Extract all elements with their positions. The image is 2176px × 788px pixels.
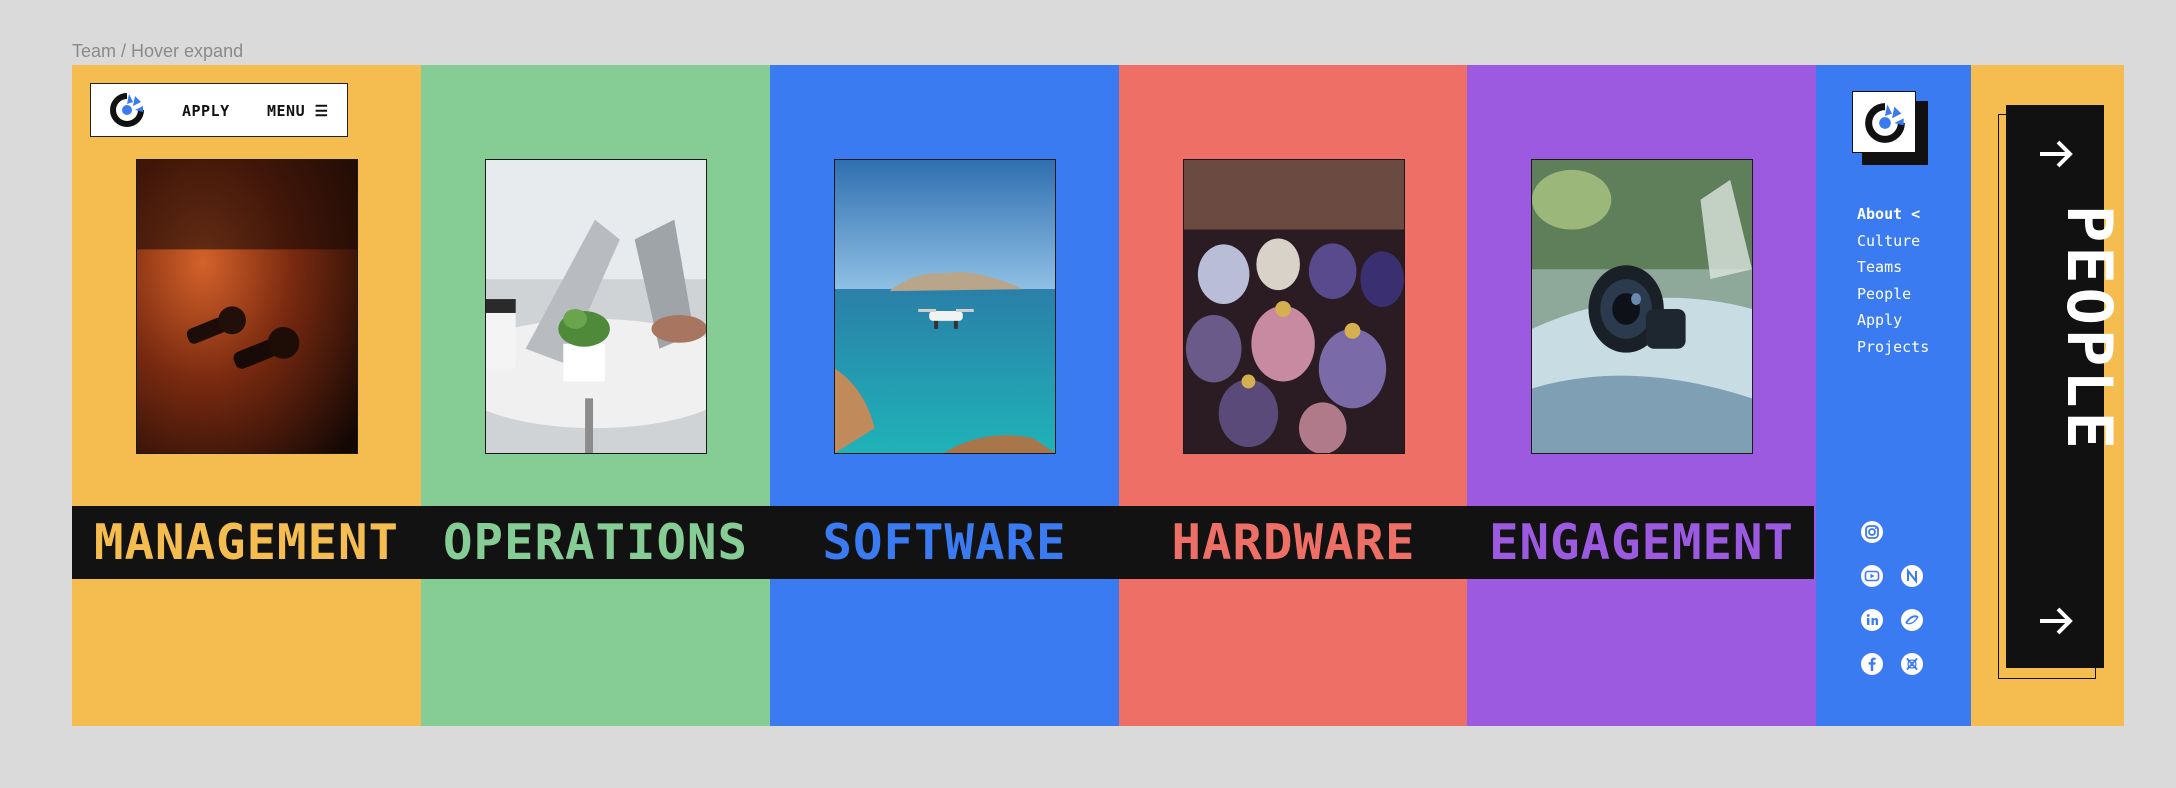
team-hover-frame: APPLY MENU ☰ — [72, 65, 2126, 726]
brand-logo-icon — [1865, 103, 1905, 143]
frame-label: Team / Hover expand — [72, 41, 244, 61]
youtube-icon[interactable] — [1860, 564, 1884, 588]
facebook-icon[interactable] — [1860, 652, 1884, 676]
people-column: PEOPLE — [1971, 65, 2126, 726]
sidebar-menu: About < Culture Teams People Apply Proje… — [1857, 201, 1929, 361]
linkedin-icon[interactable] — [1860, 608, 1884, 632]
sidebar-item-apply[interactable]: Apply — [1857, 311, 1903, 330]
sidebar-item-culture[interactable]: Culture — [1857, 231, 1921, 250]
arrow-right-icon[interactable] — [2036, 134, 2076, 174]
people-card[interactable]: PEOPLE — [2006, 105, 2126, 668]
team-label-operations[interactable]: OPERATIONS — [442, 514, 748, 571]
instagram-icon[interactable] — [1860, 520, 1884, 544]
team-label-management[interactable]: MANAGEMENT — [93, 514, 399, 571]
team-photo-laptop-and-plant — [485, 159, 707, 454]
menu-button[interactable]: MENU ☰ — [267, 102, 329, 120]
apply-link[interactable]: APPLY — [182, 102, 230, 120]
arrow-right-icon[interactable] — [2036, 601, 2076, 641]
link-icon[interactable] — [1900, 608, 1924, 632]
team-label-software[interactable]: SOFTWARE — [822, 514, 1067, 571]
team-column-engagement[interactable] — [1467, 65, 1816, 726]
people-label: PEOPLE — [2053, 205, 2126, 453]
team-photo-ornament-eggs — [1183, 159, 1405, 454]
sidebar-logo[interactable] — [1852, 91, 1928, 165]
x-icon[interactable] — [1900, 652, 1924, 676]
notion-icon[interactable] — [1900, 564, 1924, 588]
team-column-software[interactable] — [770, 65, 1119, 726]
team-photo-earbuds — [136, 159, 358, 454]
team-photo-drone-over-sea — [834, 159, 1056, 454]
team-column-hardware[interactable] — [1119, 65, 1467, 726]
team-column-management[interactable]: APPLY MENU ☰ — [72, 65, 421, 726]
team-column-operations[interactable] — [421, 65, 770, 726]
sidebar: About < Culture Teams People Apply Proje… — [1816, 65, 1971, 726]
brand-logo-icon[interactable] — [109, 92, 145, 128]
sidebar-item-about[interactable]: About < — [1857, 205, 1921, 223]
sidebar-item-teams[interactable]: Teams — [1857, 258, 1903, 277]
sidebar-item-people[interactable]: People — [1857, 284, 1912, 303]
team-label-hardware[interactable]: HARDWARE — [1171, 514, 1416, 571]
team-label-engagement[interactable]: ENGAGEMENT — [1488, 514, 1794, 571]
sidebar-item-projects[interactable]: Projects — [1857, 337, 1930, 356]
top-nav: APPLY MENU ☰ — [90, 83, 348, 137]
team-names-band — [72, 506, 1814, 579]
team-photo-camera-lens — [1531, 159, 1753, 454]
sidebar-logo-box — [1852, 91, 1916, 153]
